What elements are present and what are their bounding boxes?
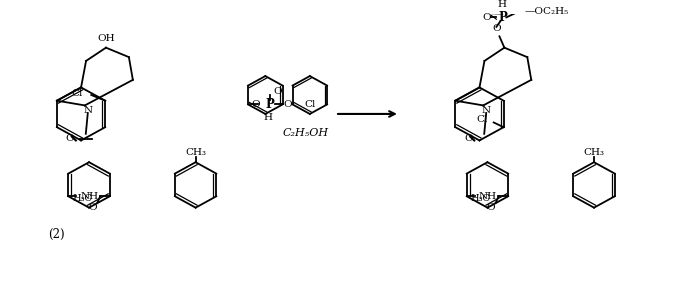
Text: OH: OH bbox=[97, 34, 115, 43]
Text: CH₃: CH₃ bbox=[584, 148, 605, 157]
Text: NH: NH bbox=[479, 192, 497, 201]
Text: O: O bbox=[273, 87, 282, 96]
Text: O: O bbox=[66, 134, 74, 143]
Text: Cl: Cl bbox=[305, 100, 316, 109]
Text: (2): (2) bbox=[48, 228, 64, 241]
Text: CH₃: CH₃ bbox=[185, 148, 206, 157]
Text: P: P bbox=[266, 98, 275, 111]
Text: Cl: Cl bbox=[71, 89, 83, 98]
Text: C₂H₅OH: C₂H₅OH bbox=[282, 128, 329, 138]
Text: H₃C: H₃C bbox=[470, 194, 490, 203]
Text: NH: NH bbox=[80, 192, 99, 201]
Text: H: H bbox=[498, 0, 507, 9]
Text: N: N bbox=[83, 106, 92, 115]
Text: H₃C: H₃C bbox=[72, 194, 92, 203]
Text: O: O bbox=[284, 100, 292, 109]
Text: N: N bbox=[482, 106, 491, 115]
Text: O: O bbox=[492, 24, 500, 33]
Text: H: H bbox=[264, 113, 273, 122]
Text: P: P bbox=[498, 11, 507, 24]
Text: O: O bbox=[88, 203, 96, 212]
Text: O: O bbox=[482, 13, 491, 22]
Text: O: O bbox=[464, 134, 473, 143]
Text: O: O bbox=[252, 100, 260, 109]
Text: O: O bbox=[487, 203, 495, 212]
Text: Cl: Cl bbox=[476, 115, 487, 124]
Text: —OC₂H₅: —OC₂H₅ bbox=[524, 7, 568, 16]
